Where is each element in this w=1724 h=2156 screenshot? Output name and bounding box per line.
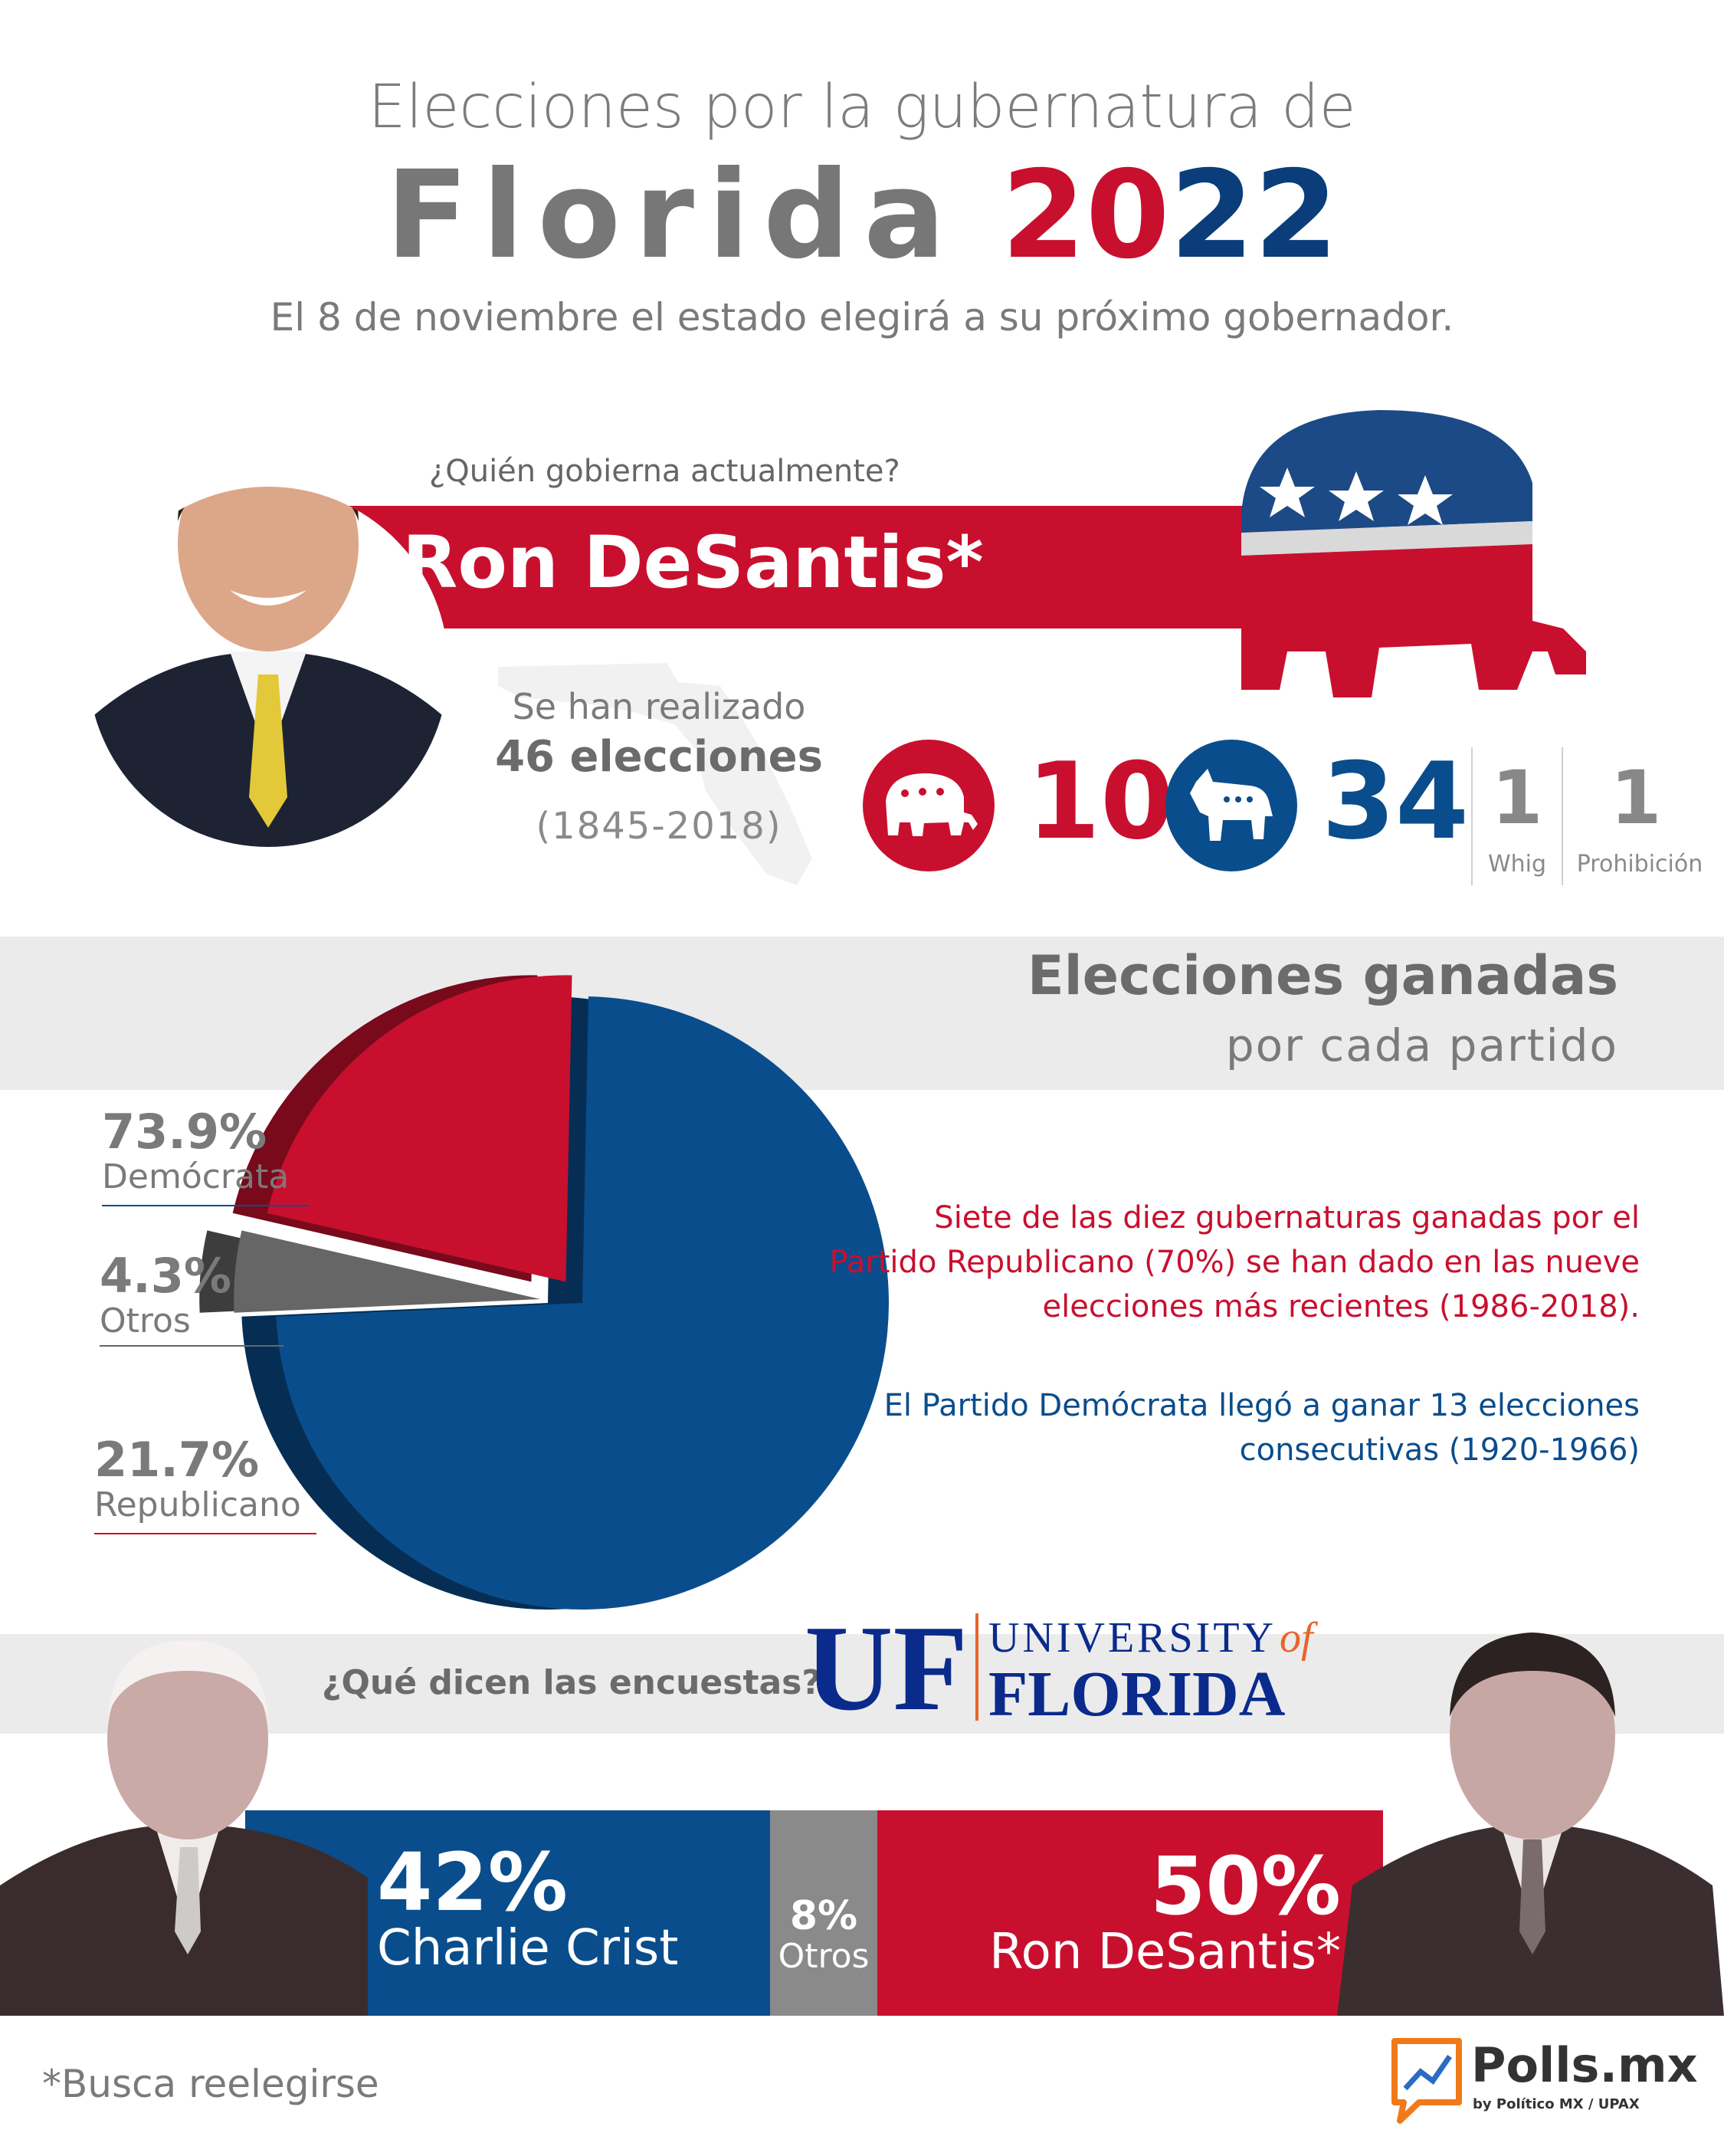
title-year-part-red: 20 [1001, 145, 1170, 286]
prohibition-label: Prohibición [1576, 851, 1703, 878]
polls-section-band [0, 1634, 1724, 1734]
poll-desantis-pct: 50% [1150, 1839, 1341, 1933]
subtitle: El 8 de noviembre el estado elegirá a su… [270, 295, 1454, 340]
poll-bar-desantis [877, 1810, 1383, 2016]
title-line1: Elecciones por la gubernatura de [368, 73, 1356, 142]
pie-label-democrat: Demócrata [102, 1157, 290, 1196]
uf-monogram: UF [805, 1600, 968, 1732]
pie-section-band [0, 937, 1724, 1090]
republican-count: 10 [1027, 740, 1175, 863]
florida-map-icon [498, 663, 812, 885]
poll-others-name: Otros [778, 1937, 870, 1976]
pie-label-republican-pct: 21.7% [94, 1432, 260, 1488]
uf-university-word: UNIVERSITY [988, 1614, 1277, 1662]
whig-count: 1 [1491, 755, 1543, 841]
pie-slice-others [199, 1230, 541, 1313]
pie-label-others: Otros [100, 1301, 191, 1341]
governor-banner [337, 506, 1379, 628]
democrat-badge [1165, 740, 1297, 871]
republican-badge [863, 740, 995, 871]
poll-bar-others [770, 1810, 877, 2016]
governor-portrait-photo [88, 487, 448, 847]
uf-florida-word: FLORIDA [988, 1659, 1286, 1730]
elections-count-range: (1845-2018) [536, 805, 782, 848]
pie-slice-republican [232, 975, 572, 1282]
elephant-icon [886, 773, 978, 836]
governor-name: Ron DeSantis* [402, 521, 984, 605]
divider [1562, 747, 1563, 885]
elections-count-line1: Se han realizado [512, 686, 806, 727]
ron-desantis-photo [1337, 1633, 1724, 2016]
pie-chart [199, 975, 889, 1610]
polls-mx-logo-icon [1391, 2038, 1462, 2124]
pie-leader-others [100, 1345, 284, 1347]
elections-count-total: 46 elecciones [495, 732, 823, 782]
democrat-count: 34 [1322, 740, 1470, 863]
brand-byline: by Político MX / UPAX [1473, 2096, 1640, 2112]
pie-slice-democrat [241, 996, 889, 1610]
footnote: *Busca reelegirse [42, 2062, 379, 2106]
pie-label-democrat-pct: 73.9% [102, 1104, 267, 1160]
pie-label-others-pct: 4.3% [100, 1248, 231, 1304]
pie-leader-democrat [102, 1205, 309, 1206]
poll-others-pct: 8% [789, 1893, 858, 1939]
poll-crist-pct: 42% [377, 1836, 568, 1929]
pie-leader-republican [94, 1533, 316, 1534]
prohibition-count: 1 [1610, 755, 1662, 841]
pie-chart-title: Elecciones ganadas [1027, 944, 1618, 1007]
note-democrat: El Partido Demócrata llegó a ganar 13 el… [883, 1388, 1640, 1468]
whig-label: Whig [1487, 851, 1547, 878]
note-republican: Siete de las diez gubernaturas ganadas p… [829, 1200, 1640, 1324]
divider [1471, 747, 1473, 885]
brand-name: Polls.mx [1471, 2037, 1698, 2093]
poll-crist-name: Charlie Crist [377, 1920, 679, 1977]
title-year-part-blue: 22 [1169, 145, 1339, 286]
charlie-crist-photo [0, 1640, 368, 2016]
polls-question: ¿Qué dicen las encuestas? [322, 1663, 821, 1702]
republican-elephant-icon [1241, 410, 1586, 697]
page-title: Florida 2022 [0, 149, 1724, 283]
title-state: Florida [385, 145, 959, 286]
university-of-florida-logo: UF UNIVERSITY of FLORIDA [805, 1600, 1319, 1732]
governor-question: ¿Quién gobierna actualmente? [429, 454, 900, 489]
donkey-icon [1190, 769, 1273, 841]
pie-chart-subtitle: por cada partido [1225, 1019, 1618, 1071]
uf-of-word: of [1280, 1614, 1319, 1662]
pie-label-republican: Republicano [94, 1485, 301, 1524]
poll-desantis-name: Ron DeSantis* [989, 1924, 1341, 1980]
